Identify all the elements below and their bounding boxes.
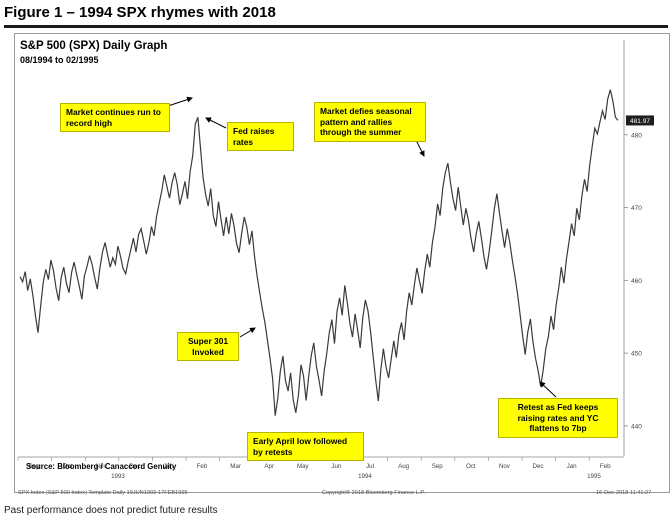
x-month-label: Jun <box>331 463 342 470</box>
figure-title: Figure 1 – 1994 SPX rhymes with 2018 <box>4 4 276 21</box>
x-axis: Sep Oct Nov Dec Jan Feb Mar Apr May Jun Jul Aug Sep O… <box>17 456 624 480</box>
x-month-label: Aug <box>398 463 410 470</box>
x-month-label: Jul <box>366 463 374 470</box>
callout-super-301: Super 301 Invoked <box>177 332 239 361</box>
x-month-label: Dec <box>532 463 543 470</box>
x-month-label: Oct <box>63 463 73 470</box>
y-tick-label: 480 <box>631 132 642 139</box>
x-month-label: Apr <box>264 463 274 470</box>
y-tick-label: 440 <box>631 423 642 430</box>
x-month-label: Sep <box>28 463 40 470</box>
y-axis: 440 450 460 470 480 <box>623 40 642 456</box>
x-month-label: Nov <box>499 463 511 470</box>
x-month-label: Oct <box>466 463 476 470</box>
callout-seasonal: Market defies seasonal pattern and ralli… <box>314 102 426 142</box>
last-value-label: 481.97 <box>630 118 650 125</box>
x-month-label: Jan <box>567 463 578 470</box>
last-value-box <box>626 115 654 126</box>
x-month-label: Feb <box>197 463 208 470</box>
callout-arrow <box>415 139 425 157</box>
callout-record-high: Market continues run to record high <box>60 103 170 132</box>
footer-copyright: Copyright® 2018 Bloomberg Finance L.P. <box>322 490 425 496</box>
x-year-label: 1995 <box>587 473 601 480</box>
x-month-label: Nov <box>96 463 108 470</box>
callout-arrow <box>539 381 557 398</box>
y-tick-label: 460 <box>631 278 642 285</box>
x-month-label: Jan <box>163 463 174 470</box>
y-tick-label: 470 <box>631 205 642 212</box>
callout-retest-fed: Retest as Fed keeps raising rates and YC… <box>498 398 618 438</box>
x-month-label: Feb <box>600 463 611 470</box>
x-month-label: Sep <box>432 463 444 470</box>
title-rule <box>4 25 668 28</box>
callout-arrow <box>205 117 227 129</box>
y-tick-label: 450 <box>631 351 642 358</box>
spx-price-line <box>19 89 619 416</box>
footer-timestamp: 16-Dec-2018 11:41:27 <box>596 490 652 496</box>
footer-template: SPX Index (S&P 500 Index) Template Daily… <box>18 490 188 496</box>
callout-arrow <box>239 327 256 338</box>
x-year-label: 1993 <box>111 473 125 480</box>
x-month-label: May <box>297 463 310 470</box>
x-month-label: Mar <box>230 463 241 470</box>
disclaimer: Past performance does not predict future… <box>4 505 218 516</box>
chart-title: S&P 500 (SPX) Daily Graph <box>20 40 168 52</box>
source-note: Source: Bloomberg / Canaccord Genuity <box>26 462 177 471</box>
callout-april-low: Early April low followed by retests <box>247 432 364 461</box>
callout-arrows <box>167 96 557 398</box>
callout-arrow <box>167 96 193 107</box>
chart-subtitle: 08/1994 to 02/1995 <box>20 55 99 65</box>
x-year-label: 1994 <box>358 473 372 480</box>
last-value-tag: 481.97 <box>626 115 654 126</box>
x-month-label: Dec <box>129 463 140 470</box>
callout-fed-raises: Fed raises rates <box>227 122 294 151</box>
